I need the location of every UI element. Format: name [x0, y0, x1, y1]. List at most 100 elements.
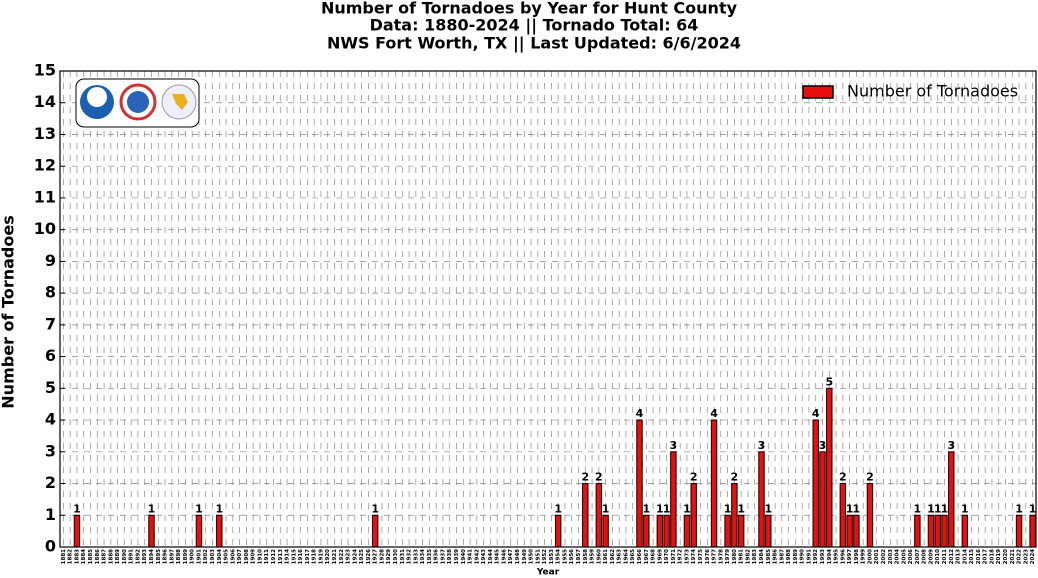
y-tick-label: 12 — [34, 156, 56, 175]
x-tick-label: 1970 — [664, 549, 670, 564]
x-tick-label: 1960 — [596, 549, 602, 564]
y-tick-label: 11 — [34, 187, 56, 206]
x-tick-label: 2011 — [942, 549, 948, 564]
x-tick-label: 1963 — [617, 549, 623, 564]
x-tick-label: 1973 — [684, 549, 690, 564]
x-tick-label: 2003 — [888, 549, 894, 564]
noaa-logo — [87, 87, 107, 107]
x-tick-label: 1901 — [196, 549, 202, 564]
x-tick-label: 2020 — [1003, 549, 1009, 564]
x-tick-label: 1893 — [142, 549, 148, 564]
x-tick-label: 1951 — [535, 549, 541, 564]
y-tick-label: 2 — [45, 473, 56, 492]
data-label: 2 — [595, 471, 603, 484]
bar — [595, 483, 603, 548]
x-tick-label: 1919 — [318, 549, 324, 564]
x-tick-label: 1892 — [135, 549, 141, 564]
y-tick-label: 3 — [45, 441, 56, 460]
data-label: 1 — [961, 502, 969, 515]
chart-subtitle: NWS Fort Worth, TX || Last Updated: 6/6/… — [327, 34, 741, 54]
bar — [737, 514, 745, 548]
x-tick-label: 1937 — [440, 549, 446, 564]
y-tick-label: 0 — [45, 537, 56, 556]
x-tick-label: 1902 — [203, 549, 209, 564]
bar — [663, 514, 670, 548]
x-tick-label: 1922 — [339, 549, 345, 564]
x-tick-label: 1954 — [556, 549, 562, 564]
x-tick-label: 1944 — [488, 549, 494, 564]
x-tick-label: 1884 — [81, 549, 87, 564]
x-tick-label: 1964 — [623, 549, 629, 564]
y-tick-label: 6 — [45, 346, 56, 365]
x-tick-label: 2015 — [969, 549, 975, 564]
x-tick-label: 1945 — [495, 549, 501, 564]
x-tick-label: 1943 — [481, 549, 487, 564]
data-label: 2 — [581, 471, 589, 484]
x-tick-label: 1929 — [386, 549, 392, 564]
x-tick-label: 1938 — [447, 549, 453, 564]
x-tick-label: 2009 — [928, 549, 934, 564]
bar — [853, 514, 860, 548]
x-tick-label: 1898 — [176, 549, 182, 564]
x-tick-label: 2007 — [915, 549, 921, 564]
bar — [826, 387, 833, 548]
x-tick-label: 1965 — [630, 549, 636, 564]
x-tick-label: 1885 — [88, 549, 94, 564]
x-tick-label: 2002 — [881, 549, 887, 564]
x-tick-label: 1895 — [156, 549, 162, 564]
data-label: 1 — [371, 502, 379, 515]
x-tick-label: 2021 — [1010, 549, 1016, 564]
data-label: 1 — [73, 502, 81, 515]
x-tick-label: 2005 — [901, 549, 907, 564]
x-tick-label: 1979 — [725, 549, 731, 564]
data-label: 2 — [731, 471, 739, 484]
bar — [1015, 514, 1023, 548]
x-tick-label: 1936 — [434, 549, 440, 564]
x-tick-label: 1886 — [95, 549, 101, 564]
bar — [710, 419, 718, 548]
bar — [643, 514, 650, 548]
bar — [148, 514, 155, 548]
x-tick-label: 1935 — [427, 549, 433, 564]
x-tick-label: 1968 — [651, 549, 657, 564]
bar — [731, 483, 738, 548]
y-tick-label: 4 — [45, 410, 56, 429]
data-label: 1 — [853, 502, 861, 515]
x-tick-label: 1908 — [244, 549, 250, 564]
x-tick-label: 1912 — [271, 549, 277, 564]
x-tick-label: 1958 — [583, 549, 589, 564]
x-tick-label: 1986 — [773, 549, 779, 564]
chart-subtitle: Data: 1880-2024 || Tornado Total: 64 — [370, 16, 699, 36]
x-tick-label: 2019 — [996, 549, 1002, 564]
x-tick-label: 1904 — [217, 549, 223, 564]
x-tick-label: 1926 — [366, 549, 372, 564]
x-tick-label: 2004 — [895, 549, 901, 564]
x-tick-label: 1890 — [122, 549, 128, 564]
x-tick-label: 1961 — [603, 549, 609, 564]
data-label: 2 — [866, 471, 874, 484]
x-tick-label: 1991 — [806, 549, 812, 564]
x-tick-label: 1971 — [671, 549, 677, 564]
data-label: 1 — [724, 502, 732, 515]
x-tick-label: 1934 — [420, 549, 426, 564]
x-tick-label: 1918 — [312, 549, 318, 564]
data-label: 2 — [690, 471, 698, 484]
data-label: 4 — [636, 407, 644, 420]
data-label: 5 — [825, 375, 833, 388]
y-tick-label: 15 — [34, 61, 56, 80]
x-tick-label: 1953 — [549, 549, 555, 564]
nws-logo — [127, 91, 149, 113]
x-tick-label: 2012 — [949, 549, 955, 564]
plot-frame — [59, 70, 1037, 548]
bar — [73, 514, 81, 548]
x-tick-label: 1947 — [508, 549, 514, 564]
x-tick-label: 2013 — [956, 549, 962, 564]
x-tick-label: 1928 — [379, 549, 385, 564]
x-tick-label: 1930 — [393, 549, 399, 564]
x-tick-label: 1909 — [251, 549, 257, 564]
data-label: 1 — [642, 502, 650, 515]
y-axis-label: Number of Tornadoes — [0, 215, 18, 408]
x-tick-label: 2006 — [908, 549, 914, 564]
x-tick-label: 1900 — [190, 549, 196, 564]
